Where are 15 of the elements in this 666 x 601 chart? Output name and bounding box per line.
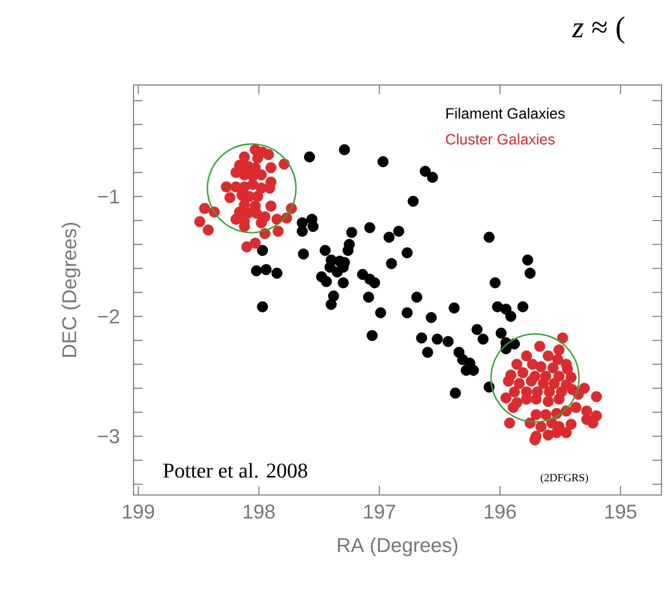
x-axis-title: RA (Degrees)	[338, 538, 458, 556]
text: Filament Galaxies	[446, 108, 565, 119]
x-tick-label: 197	[364, 504, 396, 519]
y-tick-label: −1	[98, 190, 119, 204]
annotation: Potter et al. 2008	[163, 462, 308, 478]
text: Cluster Galaxies	[446, 134, 555, 145]
x-tick-label: 199	[123, 504, 154, 519]
x-tick-label: 196	[484, 504, 516, 519]
annotation: (2DFGRS)	[540, 474, 588, 484]
x-tick-label: 198	[244, 504, 275, 519]
x-tick-label: 195	[605, 504, 636, 519]
y-tick-label: −2	[98, 309, 119, 324]
y-axis-title: DEC (Degrees)	[62, 222, 80, 357]
y-tick-label: −3	[98, 429, 120, 444]
text: z ≈ (	[572, 16, 624, 44]
